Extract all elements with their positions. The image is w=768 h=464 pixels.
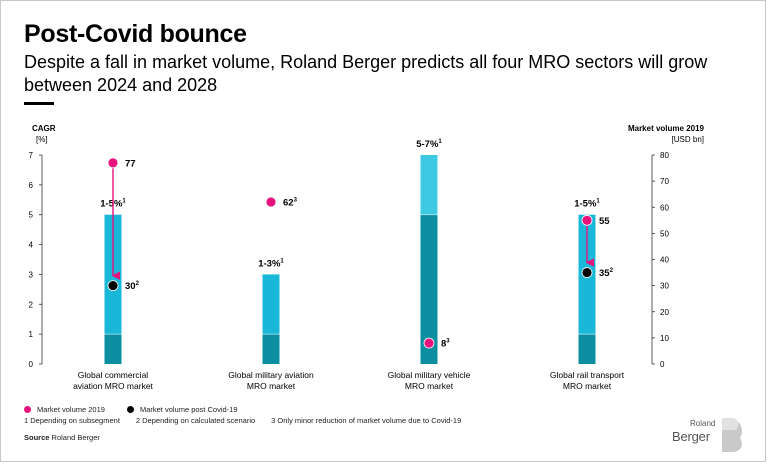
- source-text: Roland Berger: [51, 433, 100, 442]
- bar-base: [104, 334, 122, 364]
- title-rule: [24, 102, 54, 105]
- roland-berger-logo: Roland Berger: [668, 414, 748, 454]
- black-dot-icon: [126, 406, 134, 413]
- logo-big-text: Berger: [672, 429, 710, 444]
- bar-range: [420, 155, 438, 215]
- category-label: aviation MRO market: [73, 381, 153, 391]
- category-label: MRO market: [247, 381, 296, 391]
- left-axis-tick-label: 7: [29, 151, 34, 160]
- bar-range-label: 1-3%1: [258, 258, 284, 269]
- market-volume-2019-point: [107, 157, 119, 169]
- magenta-dot-icon: [24, 406, 31, 413]
- left-axis-tick-label: 6: [29, 181, 34, 190]
- legend-item-market-volume-post-covid: Market volume post Covid-19: [126, 405, 238, 414]
- right-axis-tick-label: 80: [660, 151, 669, 160]
- bar-range-label: 1-5%1: [574, 199, 600, 210]
- right-axis-title: Market volume 2019: [628, 124, 705, 133]
- right-axis-tick-label: 70: [660, 177, 669, 186]
- point-value-label: 623: [283, 198, 298, 209]
- point-value-label: 83: [441, 339, 450, 350]
- logo-small-text: Roland: [690, 419, 716, 428]
- category-label: MRO market: [563, 381, 612, 391]
- bar-base: [420, 214, 438, 364]
- left-axis-unit: [%]: [36, 135, 48, 144]
- category-label: Global rail transport: [550, 370, 625, 380]
- source-note: Source Roland Berger: [24, 433, 100, 442]
- point-value-label: 77: [125, 158, 136, 169]
- category-label: Global commercial: [78, 370, 148, 380]
- right-axis-tick-label: 20: [660, 308, 669, 317]
- bar-range: [262, 274, 280, 335]
- market-volume-2019-point: [265, 196, 277, 208]
- legend-label: Market volume 2019: [37, 405, 105, 414]
- legend-item-market-volume-2019: Market volume 2019: [24, 405, 105, 414]
- logo-b-mark-icon: [722, 418, 742, 452]
- market-volume-post-covid-point: [581, 267, 593, 278]
- category-label: Global military vehicle: [388, 370, 471, 380]
- left-axis-tick-label: 4: [29, 241, 34, 250]
- bar-range-label: 1-5%1: [100, 199, 126, 210]
- market-volume-2019-point: [423, 337, 435, 349]
- legend-label: Market volume post Covid-19: [139, 405, 238, 414]
- category-label: MRO market: [405, 381, 454, 391]
- bar-range-label: 5-7%1: [416, 139, 442, 150]
- page-title: Post-Covid bounce: [24, 20, 247, 48]
- point-value-label: 55: [599, 216, 610, 227]
- right-axis-tick-label: 10: [660, 334, 669, 343]
- right-axis-tick-label: 0: [660, 360, 665, 369]
- right-axis-tick-label: 60: [660, 203, 669, 212]
- left-axis-tick-label: 1: [29, 330, 34, 339]
- footnote-3: 3 Only minor reduction of market volume …: [271, 416, 462, 425]
- point-value-label: 352: [599, 268, 614, 279]
- right-axis-tick-label: 30: [660, 282, 669, 291]
- point-value-label: 302: [125, 281, 140, 292]
- source-label: Source: [24, 433, 50, 442]
- legend-series-row: Market volume 2019 Market volume post Co…: [24, 404, 477, 415]
- market-volume-2019-point: [581, 214, 593, 226]
- footnotes-row: 1 Depending on subsegment 2 Depending on…: [24, 415, 477, 426]
- right-axis-unit: [USD bn]: [672, 135, 704, 144]
- footnote-1: 1 Depending on subsegment: [24, 416, 120, 425]
- page-subtitle: Despite a fall in market volume, Roland …: [24, 52, 708, 95]
- market-volume-post-covid-point: [107, 280, 119, 292]
- footnote-2: 2 Depending on calculated scenario: [135, 416, 256, 425]
- right-axis-tick-label: 50: [660, 229, 669, 238]
- bar-base: [262, 334, 280, 364]
- left-axis-tick-label: 3: [29, 270, 34, 279]
- category-label: Global military aviation: [228, 370, 314, 380]
- right-axis-tick-label: 40: [660, 256, 669, 265]
- left-axis-tick-label: 2: [29, 300, 34, 309]
- left-axis-tick-label: 0: [29, 360, 34, 369]
- bar-base: [578, 334, 596, 364]
- left-axis-tick-label: 5: [29, 211, 34, 220]
- legend: Market volume 2019 Market volume post Co…: [24, 404, 477, 426]
- left-axis-title: CAGR: [32, 124, 56, 133]
